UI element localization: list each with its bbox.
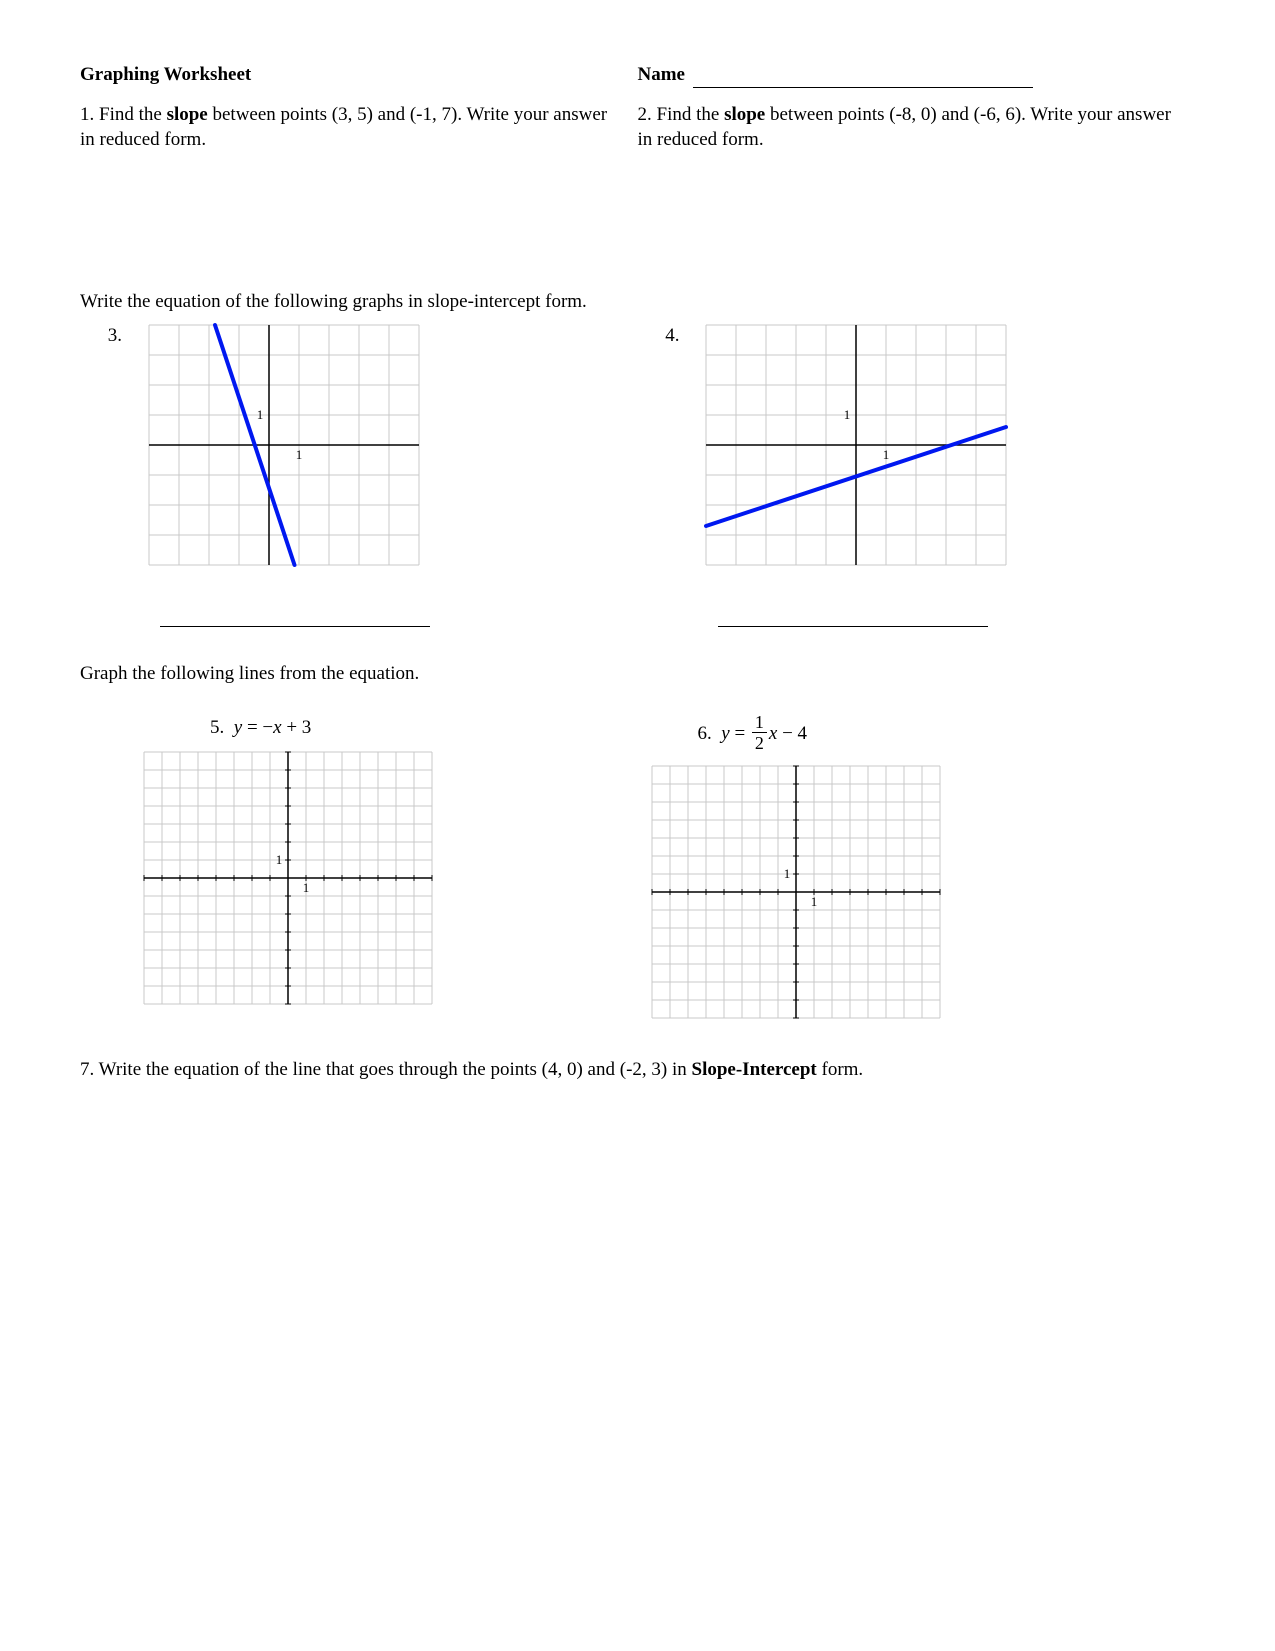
svg-text:1: 1: [296, 447, 303, 462]
graph-3: 11: [145, 321, 423, 577]
questions-5-6: 5. y = −x + 3 11 6. y = 12x − 4 11: [80, 715, 1195, 1030]
svg-text:1: 1: [303, 880, 310, 895]
svg-text:1: 1: [257, 407, 264, 422]
svg-text:1: 1: [810, 894, 817, 909]
name-blank-line[interactable]: [693, 87, 1033, 88]
svg-text:1: 1: [844, 407, 851, 422]
section-a-label: Write the equation of the following grap…: [80, 289, 1195, 315]
graph-3-block: 3. 11: [80, 321, 638, 628]
graph-6: 11: [648, 762, 1196, 1030]
answer-line-4[interactable]: [718, 626, 988, 627]
name-field-label: Name: [638, 62, 1196, 88]
graph-3-num: 3.: [80, 321, 140, 349]
svg-text:1: 1: [783, 866, 790, 881]
questions-1-2: 1. Find the slope between points (3, 5) …: [80, 102, 1195, 153]
header: Graphing Worksheet Name: [80, 62, 1195, 88]
question-5: 5. y = −x + 3 11: [80, 715, 638, 1030]
question-6: 6. y = 12x − 4 11: [638, 715, 1196, 1030]
worksheet-title: Graphing Worksheet: [80, 62, 638, 88]
q6-equation: 6. y = 12x − 4: [638, 715, 1196, 754]
q5-equation: 5. y = −x + 3: [80, 715, 638, 741]
graph-4: 11: [702, 321, 1010, 577]
question-7: 7. Write the equation of the line that g…: [80, 1057, 1195, 1083]
graph-4-num: 4.: [638, 321, 698, 349]
graphs-3-4: 3. 11 4. 11: [80, 321, 1195, 628]
graph-5: 11: [140, 748, 638, 1016]
svg-text:1: 1: [883, 447, 890, 462]
svg-text:1: 1: [276, 852, 283, 867]
question-1: 1. Find the slope between points (3, 5) …: [80, 102, 638, 153]
graph-4-block: 4. 11: [638, 321, 1196, 628]
answer-line-3[interactable]: [160, 626, 430, 627]
question-2: 2. Find the slope between points (-8, 0)…: [638, 102, 1196, 153]
section-b-label: Graph the following lines from the equat…: [80, 661, 1195, 687]
